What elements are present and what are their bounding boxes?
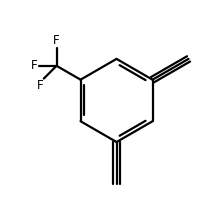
Text: F: F [31, 59, 38, 72]
Text: F: F [36, 79, 43, 92]
Text: F: F [53, 34, 60, 47]
